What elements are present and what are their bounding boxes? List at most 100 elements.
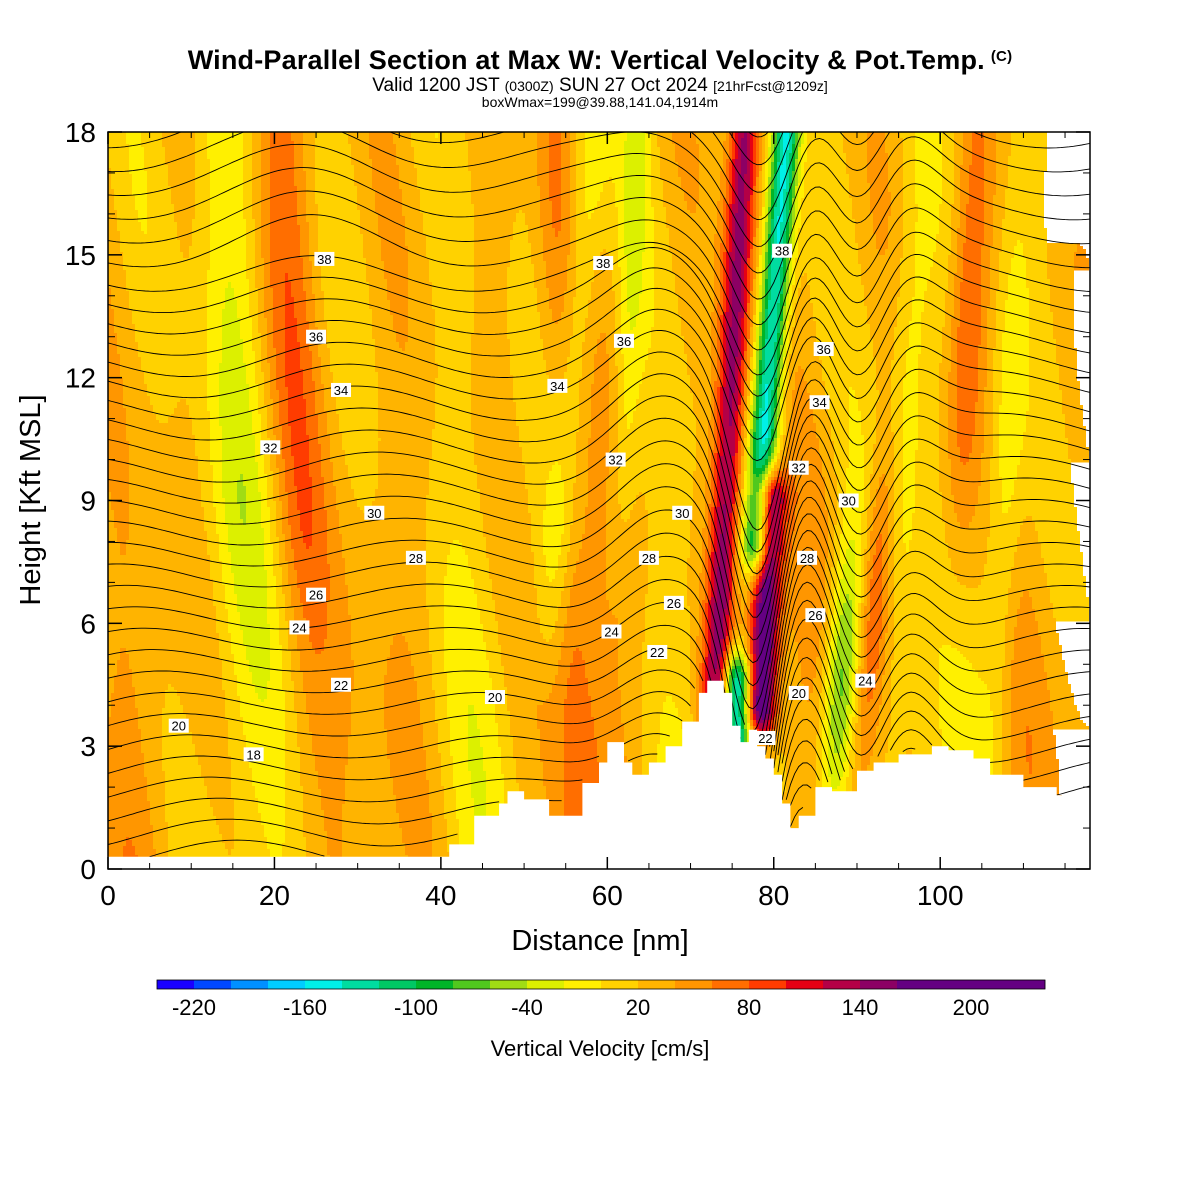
velocity-cell [768, 147, 771, 151]
velocity-cell [993, 207, 1005, 211]
velocity-cell [255, 222, 261, 226]
velocity-cell [969, 177, 984, 181]
velocity-cell [1053, 324, 1074, 328]
velocity-cell [360, 228, 378, 232]
velocity-cell [792, 234, 795, 238]
velocity-cell [996, 333, 1002, 337]
velocity-cell [732, 324, 738, 328]
velocity-cell [108, 264, 123, 268]
velocity-cell [1026, 264, 1047, 268]
velocity-cell [141, 222, 147, 226]
velocity-cell [930, 276, 948, 280]
velocity-cell [1005, 327, 1029, 331]
velocity-cell [549, 165, 561, 169]
velocity-cell [624, 183, 645, 187]
velocity-cell [714, 288, 720, 292]
velocity-cell [273, 294, 285, 298]
velocity-cell [576, 165, 585, 169]
velocity-cell [393, 321, 408, 325]
velocity-cell [474, 288, 507, 292]
velocity-cell [900, 282, 915, 286]
velocity-cell [195, 165, 210, 169]
velocity-cell [960, 204, 966, 208]
velocity-cell [108, 246, 120, 250]
velocity-cell [771, 237, 774, 241]
velocity-cell [192, 237, 210, 241]
velocity-cell [435, 324, 474, 328]
velocity-cell [1005, 192, 1044, 196]
velocity-cell [369, 138, 393, 142]
velocity-cell [315, 192, 357, 196]
velocity-cell [957, 243, 963, 247]
velocity-cell [249, 294, 258, 298]
velocity-cell [642, 264, 654, 268]
velocity-cell [414, 165, 468, 169]
velocity-cell [714, 234, 723, 238]
velocity-cell [915, 243, 936, 247]
velocity-cell [372, 171, 399, 175]
velocity-cell [786, 201, 789, 205]
velocity-cell [813, 315, 867, 319]
velocity-cell [549, 153, 561, 157]
velocity-cell [735, 216, 744, 220]
velocity-cell [789, 231, 792, 235]
velocity-cell [375, 207, 402, 211]
velocity-cell [771, 210, 774, 214]
velocity-cell [390, 306, 408, 310]
velocity-cell [966, 225, 984, 229]
velocity-cell [765, 150, 768, 154]
velocity-cell [774, 195, 777, 199]
velocity-cell [660, 171, 678, 175]
velocity-cell [309, 234, 318, 238]
velocity-cell [645, 165, 651, 169]
velocity-cell [138, 216, 147, 220]
velocity-cell [747, 345, 750, 349]
velocity-cell [231, 282, 249, 286]
velocity-cell [570, 345, 582, 349]
velocity-cell [960, 288, 981, 292]
velocity-cell [798, 231, 855, 235]
velocity-cell [318, 213, 360, 217]
velocity-cell [471, 189, 540, 193]
velocity-cell [474, 282, 507, 286]
velocity-cell [294, 183, 306, 187]
velocity-cell [723, 159, 726, 163]
velocity-cell [744, 201, 747, 205]
velocity-cell [261, 342, 267, 346]
velocity-cell [810, 297, 864, 301]
velocity-cell [753, 231, 756, 235]
velocity-cell [141, 135, 162, 139]
velocity-cell [915, 201, 942, 205]
velocity-cell [903, 246, 915, 250]
velocity-cell [990, 258, 999, 262]
velocity-cell [660, 165, 678, 169]
velocity-cell [939, 204, 951, 208]
velocity-cell [786, 273, 789, 277]
velocity-cell [792, 273, 795, 277]
velocity-cell [735, 201, 738, 205]
velocity-cell [738, 174, 744, 178]
velocity-cell [738, 330, 741, 334]
velocity-cell [750, 318, 753, 322]
velocity-cell [786, 168, 789, 172]
velocity-cell [765, 207, 768, 211]
velocity-cell [963, 279, 981, 283]
velocity-cell [789, 342, 792, 346]
velocity-cell [945, 300, 954, 304]
velocity-cell [207, 327, 222, 331]
velocity-cell [909, 330, 921, 334]
velocity-cell [270, 243, 300, 247]
velocity-cell [756, 315, 759, 319]
velocity-cell [777, 195, 780, 199]
velocity-cell [903, 192, 915, 196]
velocity-cell [270, 240, 300, 244]
velocity-cell [624, 144, 645, 148]
velocity-cell [654, 234, 669, 238]
velocity-cell [207, 333, 222, 337]
velocity-cell [771, 144, 774, 148]
velocity-cell [762, 231, 765, 235]
velocity-cell [957, 231, 966, 235]
velocity-cell [108, 159, 129, 163]
velocity-cell [759, 258, 762, 262]
velocity-cell [720, 345, 723, 349]
